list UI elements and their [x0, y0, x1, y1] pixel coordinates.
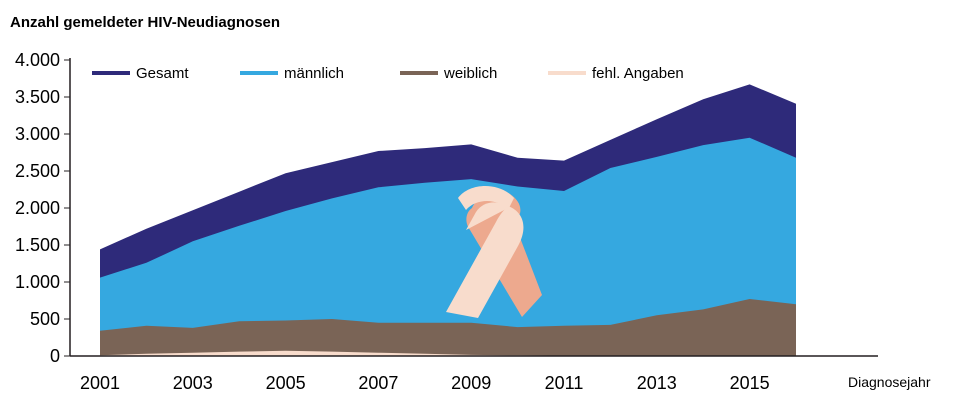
awareness-ribbon-icon — [446, 186, 542, 318]
x-tick-label: 2007 — [358, 373, 398, 393]
area-weiblich — [100, 299, 796, 356]
y-tick-label: 1.500 — [15, 235, 60, 255]
area-männlich — [100, 137, 796, 356]
legend-label: männlich — [284, 65, 344, 82]
legend-label: weiblich — [443, 65, 497, 82]
axes — [69, 58, 878, 357]
area-layers — [100, 84, 796, 357]
x-tick-label: 2005 — [266, 373, 306, 393]
y-tick-label: 3.500 — [15, 87, 60, 107]
x-tick-label: 2015 — [730, 373, 770, 393]
legend-label: Gesamt — [136, 65, 189, 82]
y-tick-label: 0 — [50, 346, 60, 366]
legend-swatch — [240, 71, 278, 75]
x-tick-label: 2011 — [545, 373, 584, 393]
x-axis-ticks: 2001 2003 2005 2007 2009 2011 2013 2015 — [80, 373, 770, 393]
y-tick-label: 2.500 — [15, 161, 60, 181]
y-axis-ticks: 0 500 1.000 1.500 2.000 2.500 3.000 3.500 4.000 — [15, 50, 70, 366]
y-tick-label: 1.000 — [15, 272, 60, 292]
x-tick-label: 2003 — [173, 373, 213, 393]
legend-swatch — [548, 71, 586, 75]
legend-swatch — [92, 71, 130, 75]
legend-swatch — [400, 71, 438, 75]
x-tick-label: 2001 — [80, 373, 120, 393]
y-tick-label: 4.000 — [15, 50, 60, 70]
y-tick-label: 2.000 — [15, 198, 60, 218]
y-tick-label: 3.000 — [15, 124, 60, 144]
legend-label: fehl. Angaben — [592, 65, 684, 82]
x-tick-label: 2009 — [451, 373, 491, 393]
chart-title: Anzahl gemeldeter HIV-Neudiagnosen — [10, 14, 280, 31]
area-fehl-angaben — [100, 350, 796, 356]
legend: Gesamt männlich weiblich fehl. Angaben — [92, 65, 684, 82]
x-axis-title: Diagnosejahr — [848, 374, 931, 390]
x-tick-label: 2013 — [637, 373, 677, 393]
y-tick-label: 500 — [30, 309, 60, 329]
